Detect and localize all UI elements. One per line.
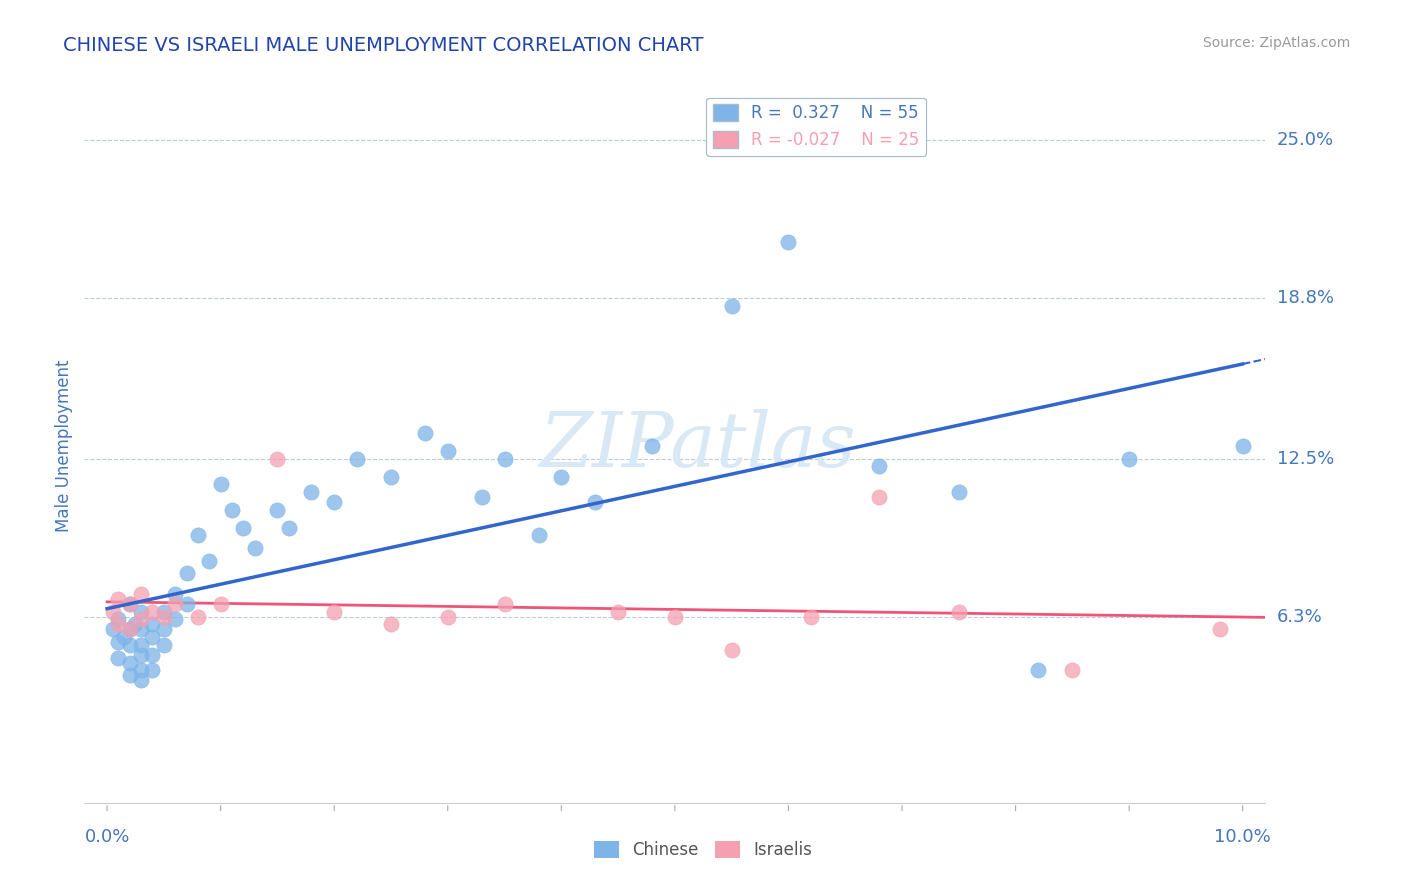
Point [107,612,129,626]
Point [129,673,152,688]
Y-axis label: Male Unemployment: Male Unemployment [55,359,73,533]
Text: ZIPatlas: ZIPatlas [540,409,856,483]
Point [323,495,346,509]
Point [948,605,970,619]
Point [141,648,163,662]
Point [436,609,458,624]
Point [232,520,254,534]
Point [124,617,146,632]
Point [209,597,232,611]
Point [129,663,152,677]
Point [494,597,516,611]
Point [118,638,141,652]
Point [101,623,124,637]
Legend: R =  0.327    N = 55, R = -0.027    N = 25: R = 0.327 N = 55, R = -0.027 N = 25 [706,97,927,155]
Point [243,541,266,555]
Point [141,663,163,677]
Point [129,587,152,601]
Point [107,650,129,665]
Point [141,605,163,619]
Point [153,605,176,619]
Point [778,235,800,249]
Point [380,469,402,483]
Point [948,484,970,499]
Text: CHINESE VS ISRAELI MALE UNEMPLOYMENT CORRELATION CHART: CHINESE VS ISRAELI MALE UNEMPLOYMENT COR… [63,36,703,54]
Point [221,502,243,516]
Point [720,299,742,313]
Point [107,591,129,606]
Point [165,597,187,611]
Point [1026,663,1049,677]
Point [583,495,606,509]
Point [527,528,550,542]
Point [176,597,198,611]
Point [413,426,436,441]
Point [266,502,288,516]
Point [301,484,323,499]
Point [380,617,402,632]
Point [868,490,890,504]
Text: 18.8%: 18.8% [1277,289,1333,307]
Point [346,451,368,466]
Point [101,605,124,619]
Point [129,638,152,652]
Point [1232,439,1254,453]
Point [129,623,152,637]
Point [641,439,664,453]
Point [277,520,299,534]
Point [176,566,198,581]
Point [118,597,141,611]
Legend: Chinese, Israelis: Chinese, Israelis [588,834,818,866]
Text: 6.3%: 6.3% [1277,607,1322,626]
Text: Source: ZipAtlas.com: Source: ZipAtlas.com [1202,36,1350,50]
Text: 10.0%: 10.0% [1215,828,1271,846]
Point [323,605,346,619]
Point [141,630,163,644]
Point [118,597,141,611]
Point [266,451,288,466]
Point [129,605,152,619]
Point [607,605,630,619]
Point [153,638,176,652]
Point [187,528,209,542]
Point [1209,623,1232,637]
Point [107,635,129,649]
Point [118,623,141,637]
Point [112,630,135,644]
Point [471,490,494,504]
Point [141,617,163,632]
Point [436,444,458,458]
Point [165,587,187,601]
Point [165,612,187,626]
Point [153,623,176,637]
Point [118,623,141,637]
Point [664,609,686,624]
Point [868,459,890,474]
Point [720,643,742,657]
Point [107,617,129,632]
Point [187,609,209,624]
Point [494,451,516,466]
Point [198,554,221,568]
Point [800,609,823,624]
Text: 0.0%: 0.0% [84,828,129,846]
Point [129,648,152,662]
Point [209,477,232,491]
Text: 25.0%: 25.0% [1277,131,1334,149]
Point [118,656,141,670]
Point [1062,663,1084,677]
Point [118,668,141,682]
Point [550,469,572,483]
Point [129,612,152,626]
Text: 12.5%: 12.5% [1277,450,1334,467]
Point [1118,451,1140,466]
Point [153,609,176,624]
